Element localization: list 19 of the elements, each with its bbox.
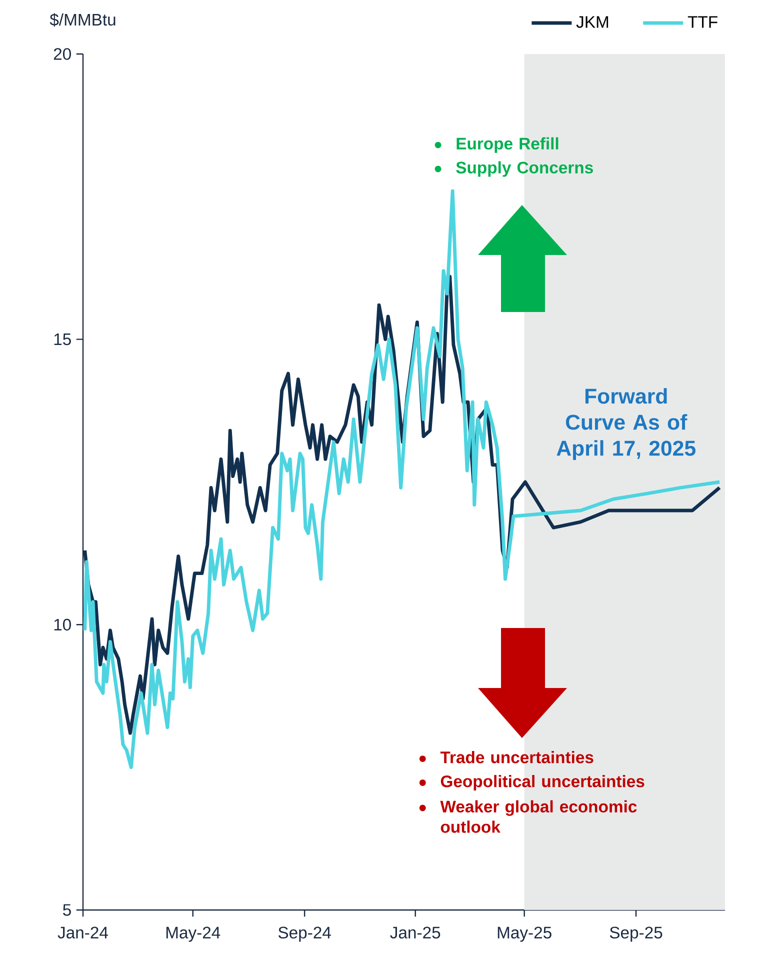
y-tick-label: 20	[54, 48, 71, 60]
annotation: Trade uncertainties	[440, 751, 594, 764]
x-tick-label: May-24	[166, 926, 220, 942]
annotation: Europe Refill	[456, 137, 558, 153]
y-tick-label: 5	[63, 904, 71, 916]
x-tick-label: Jan-25	[390, 926, 440, 939]
annotation: Supply Concerns	[456, 161, 593, 177]
y-axis-title: $/MMBtu	[50, 13, 116, 27]
y-tick-label: 15	[54, 334, 71, 346]
annotation: Weaker global economic outlook	[440, 800, 637, 833]
annotation: Geopolitical uncertainties	[440, 775, 644, 791]
x-tick-label: May-25	[498, 926, 552, 942]
legend-label: JKM	[576, 16, 608, 28]
x-tick-label: Jan-24	[58, 926, 108, 939]
y-tick-label: 10	[54, 618, 71, 631]
annotation: Forward Curve As of April 17, 2025	[556, 388, 696, 460]
x-tick-label: Sep-25	[610, 926, 662, 942]
legend-label: TTF	[688, 16, 718, 28]
x-tick-label: Sep-24	[278, 926, 331, 942]
